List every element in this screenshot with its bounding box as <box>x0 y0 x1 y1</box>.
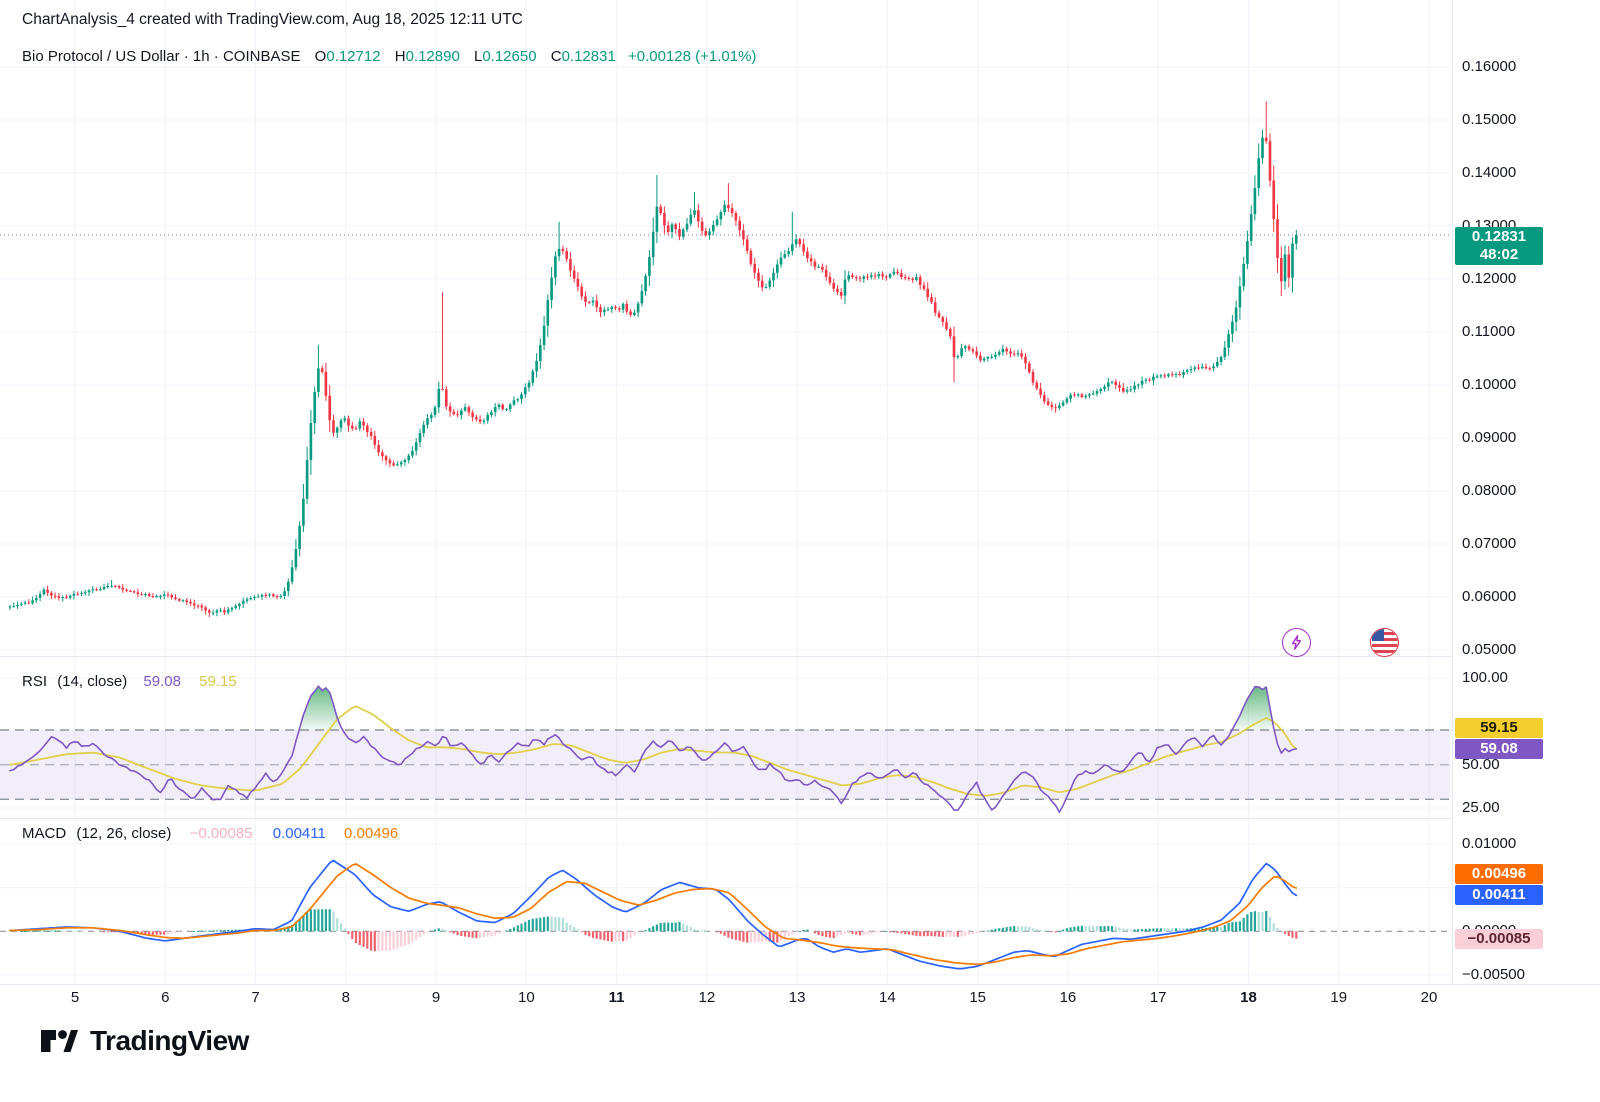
bar-countdown: 48:02 <box>1479 245 1519 263</box>
exchange: COINBASE <box>222 48 301 65</box>
lightning-glyph <box>1291 634 1301 650</box>
macd-line <box>9 859 1298 970</box>
rsi-overbought-fill <box>299 686 1275 730</box>
time-axis-label: 11 <box>608 989 625 1006</box>
axis-label: 0.14000 <box>1462 164 1517 181</box>
tradingview-logo[interactable]: TradingView <box>38 1020 249 1062</box>
time-axis-label: 10 <box>517 989 535 1006</box>
pane-separator[interactable] <box>0 656 1452 657</box>
time-axis-label: 20 <box>1420 989 1438 1006</box>
us-flag-glyph <box>1371 629 1398 655</box>
candles-layer <box>8 101 1298 618</box>
time-axis-label: 6 <box>161 989 170 1006</box>
axis-label: 50.00 <box>1462 755 1500 773</box>
current-price-badge: 0.12831 48:02 <box>1455 226 1543 265</box>
separator: · <box>183 48 189 65</box>
axis-label: 0.06000 <box>1462 588 1517 605</box>
time-axis-label: 9 <box>431 989 441 1006</box>
rsi-ma-line <box>9 705 1298 797</box>
axis-label: 0.08000 <box>1462 482 1517 499</box>
pane-separator <box>0 984 1600 985</box>
symbol-legend[interactable]: Bio Protocol / US Dollar · 1h · COINBASE… <box>22 48 756 65</box>
axis-label: 0.09000 <box>1462 429 1517 446</box>
time-axis-label: 8 <box>341 989 350 1006</box>
rsi-ma-value: 59.15 <box>199 673 237 690</box>
high-value: 0.12890 <box>405 48 460 65</box>
interval[interactable]: 1h <box>192 48 210 65</box>
us-flag-icon[interactable] <box>1370 627 1400 657</box>
time-axis-label: 14 <box>879 989 896 1006</box>
macd-hist-badge: −0.00085 <box>1455 928 1543 949</box>
macd-hist-value: −0.00085 <box>189 825 253 842</box>
rsi-line <box>9 685 1298 814</box>
macd-value: 0.00411 <box>272 825 326 842</box>
chart-title: ChartAnalysis_4 created with TradingView… <box>22 11 523 28</box>
macd-histogram <box>20 909 1298 952</box>
axis-label: 0.12000 <box>1462 270 1517 287</box>
axis-label: 0.01000 <box>1462 835 1517 852</box>
close-value: 0.12831 <box>561 48 616 65</box>
rsi-label: RSI <box>22 673 48 690</box>
axis-label: −0.00500 <box>1462 966 1525 983</box>
current-price: 0.12831 <box>1471 227 1527 245</box>
axis-label: 0.05000 <box>1462 641 1517 658</box>
time-axis-label: 18 <box>1240 989 1257 1006</box>
pane-separator[interactable] <box>0 818 1452 819</box>
macd-signal-value: 0.00496 <box>344 825 399 842</box>
macd-signal-badge: 0.00496 <box>1455 863 1543 884</box>
macd-badge: 0.00411 <box>1455 885 1543 906</box>
tradingview-logo-text: TradingView <box>90 1025 249 1056</box>
axis-label: 0.10000 <box>1462 376 1517 393</box>
axis-label: 0.15000 <box>1462 111 1517 128</box>
time-axis-label: 7 <box>251 989 260 1006</box>
time-axis-label: 15 <box>969 989 986 1006</box>
time-axis-label: 13 <box>788 989 806 1006</box>
chart-canvas[interactable] <box>0 0 1600 1010</box>
axis-label: 100.00 <box>1462 669 1508 686</box>
rsi-value: 59.08 <box>143 673 181 690</box>
close-label: C <box>550 48 562 65</box>
axis-label: 25.00 <box>1462 799 1500 816</box>
separator: · <box>213 48 219 65</box>
change-value: +0.00128 (+1.01%) <box>627 48 757 65</box>
open-label: O <box>314 48 327 65</box>
time-axis-label: 16 <box>1059 989 1077 1006</box>
price-scale-separator <box>1452 0 1453 984</box>
rsi-ma-badge: 59.15 <box>1455 717 1543 738</box>
axis-label: 0.16000 <box>1462 58 1517 75</box>
time-axis-label: 12 <box>698 989 716 1006</box>
gridlines <box>0 0 1450 984</box>
time-axis-label: 17 <box>1149 989 1167 1006</box>
rsi-params: (14, close) <box>57 673 128 690</box>
macd-label: MACD <box>22 825 67 842</box>
macd-params: (12, 26, close) <box>76 825 172 842</box>
axis-label: 0.07000 <box>1462 535 1517 552</box>
rsi-legend[interactable]: RSI (14, close) 59.08 59.15 <box>22 673 243 690</box>
open-value: 0.12712 <box>326 48 381 65</box>
rsi-badge: 59.08 <box>1455 738 1543 759</box>
symbol-name[interactable]: Bio Protocol / US Dollar <box>22 48 180 65</box>
time-axis-label: 19 <box>1330 989 1348 1006</box>
high-label: H <box>394 48 406 65</box>
macd-legend[interactable]: MACD (12, 26, close) −0.00085 0.00411 0.… <box>22 825 404 842</box>
macd-signal-line <box>9 863 1298 966</box>
low-label: L <box>473 48 483 65</box>
tradingview-logo-icon <box>41 1030 78 1052</box>
time-axis-label: 5 <box>70 989 80 1006</box>
axis-label: 0.11000 <box>1462 323 1516 340</box>
low-value: 0.12650 <box>482 48 537 65</box>
lightning-icon[interactable] <box>1281 627 1311 657</box>
